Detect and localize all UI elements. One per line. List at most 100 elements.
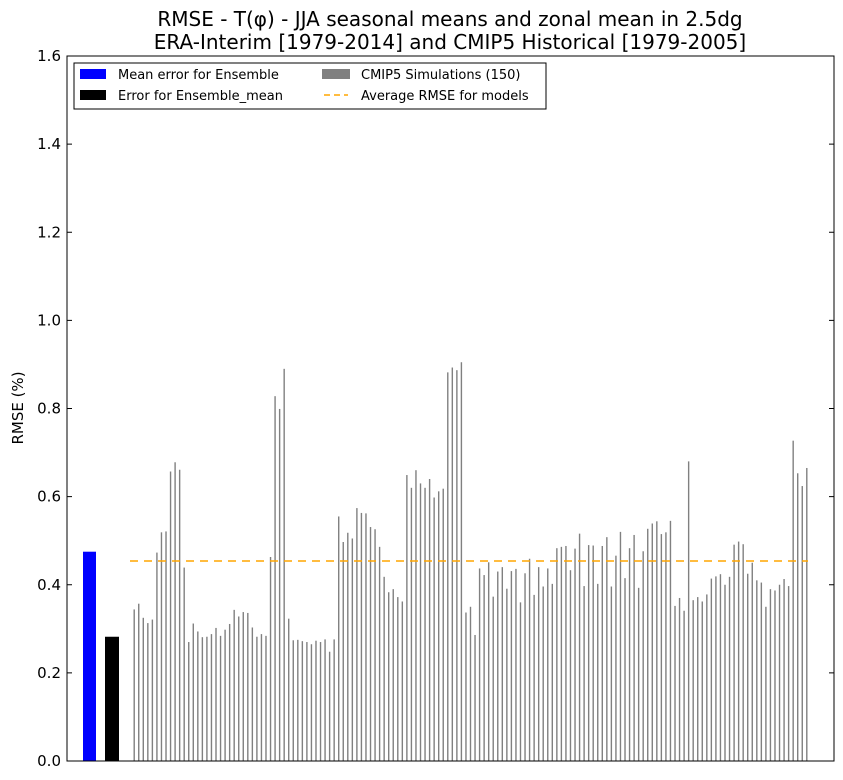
- bar-simulation: [687, 461, 690, 762]
- bar-simulation: [624, 578, 626, 761]
- bar-simulation: [165, 531, 167, 761]
- bar-simulation: [274, 396, 276, 761]
- bar-simulation: [415, 470, 417, 761]
- bar-simulation: [601, 545, 603, 761]
- bar-simulation: [642, 551, 644, 761]
- bar-simulation: [465, 612, 467, 761]
- bar-simulation: [178, 469, 181, 761]
- bar-simulation: [497, 571, 499, 761]
- bar-simulation: [574, 548, 576, 761]
- bar-simulation: [388, 592, 390, 761]
- bar-simulation: [378, 546, 381, 761]
- y-tick-label: 0.6: [37, 488, 61, 506]
- bar-simulation: [515, 568, 517, 761]
- bar-simulation: [565, 545, 567, 761]
- bar-simulation: [374, 529, 376, 761]
- bar-simulation: [733, 544, 735, 761]
- bar-simulation: [583, 586, 585, 761]
- bar-simulation: [519, 602, 522, 762]
- bar-simulation: [356, 508, 358, 761]
- bar-simulation: [706, 594, 708, 761]
- y-axis-label: RMSE (%): [9, 371, 27, 444]
- bar-simulation: [610, 586, 613, 761]
- bar-simulation: [292, 640, 294, 761]
- bar-simulation: [551, 583, 553, 761]
- bar-simulation: [347, 532, 349, 761]
- bar-simulation: [442, 488, 444, 761]
- chart-subtitle: ERA-Interim [1979-2014] and CMIP5 Histor…: [154, 30, 746, 54]
- bar-simulation: [797, 473, 799, 761]
- y-tick-label: 0.8: [37, 400, 61, 418]
- bar-simulation: [619, 531, 622, 762]
- bar-simulation: [615, 555, 617, 761]
- bar-simulation: [469, 606, 472, 761]
- bar-simulation: [460, 362, 463, 761]
- bar-simulation: [278, 408, 281, 761]
- bar-simulation: [542, 586, 544, 761]
- bar-simulation: [547, 568, 549, 761]
- bar-simulation: [483, 575, 485, 761]
- bar-simulation: [397, 597, 399, 761]
- bar-simulation: [147, 623, 149, 761]
- bar-simulation: [383, 576, 385, 761]
- bar-simulation: [506, 588, 508, 761]
- bar-simulation: [487, 562, 490, 761]
- bar-simulation: [765, 606, 767, 761]
- bar-simulation: [806, 467, 808, 761]
- bar-simulation: [719, 574, 722, 761]
- bar-simulation: [238, 616, 240, 761]
- y-axis-ticks: 0.0 0.2 0.4 0.6 0.8 1.0 1.2 1.4 1.6: [37, 47, 834, 770]
- bar-marks: [83, 362, 808, 762]
- y-tick-label: 1.6: [37, 47, 61, 65]
- legend-label-ensemble: Mean error for Ensemble: [118, 68, 279, 83]
- bar-simulation: [769, 589, 772, 761]
- bar-simulation: [338, 516, 340, 761]
- bar-simulation: [633, 534, 635, 761]
- bar-simulation: [783, 579, 785, 761]
- bar-simulation: [224, 629, 226, 761]
- y-tick-label: 0.2: [37, 664, 61, 682]
- bar-simulation: [419, 483, 422, 761]
- bar-simulation: [560, 546, 563, 761]
- legend-swatch-ensemble: [80, 69, 106, 79]
- bar-simulation: [501, 567, 504, 762]
- legend: Mean error for Ensemble Error for Ensemb…: [73, 62, 547, 110]
- bar-simulation: [188, 642, 190, 761]
- bar-simulation: [556, 548, 558, 761]
- bar-simulation: [247, 612, 249, 761]
- y-tick-label: 1.4: [37, 135, 61, 153]
- bar-simulation: [301, 641, 304, 761]
- bar-simulation: [587, 545, 590, 761]
- bar-simulation: [401, 601, 404, 761]
- bar-simulation: [728, 576, 731, 761]
- bar-simulation: [787, 586, 790, 761]
- bar-simulation: [315, 640, 317, 761]
- bar-simulation: [524, 573, 526, 761]
- bar-simulation: [392, 589, 394, 761]
- bar-simulation: [297, 639, 299, 761]
- bar-simulation: [160, 532, 163, 761]
- bar-simulation: [528, 558, 531, 761]
- bar-simulation: [674, 605, 676, 761]
- bar-simulation: [692, 600, 694, 761]
- bar-simulation: [369, 527, 372, 761]
- y-tick-label: 1.0: [37, 311, 61, 329]
- bar-simulation: [351, 538, 354, 761]
- bar-simulation: [578, 533, 581, 761]
- bar-simulation: [228, 623, 231, 761]
- legend-swatch-simulations: [322, 69, 350, 79]
- bar-simulation: [251, 627, 254, 761]
- bar-simulation: [737, 541, 740, 761]
- bar-simulation: [801, 486, 803, 761]
- y-tick-label: 1.2: [37, 223, 61, 241]
- bar-simulation: [201, 637, 204, 761]
- legend-label-average: Average RMSE for models: [361, 89, 529, 104]
- bar-simulation: [219, 635, 222, 761]
- bar-simulation: [333, 639, 335, 761]
- bar-simulation: [569, 570, 572, 761]
- bar-simulation: [365, 513, 367, 761]
- bar-simulation: [406, 475, 408, 761]
- bar-simulation: [197, 631, 199, 761]
- bar-simulation: [437, 491, 440, 761]
- bar-simulation: [647, 528, 649, 761]
